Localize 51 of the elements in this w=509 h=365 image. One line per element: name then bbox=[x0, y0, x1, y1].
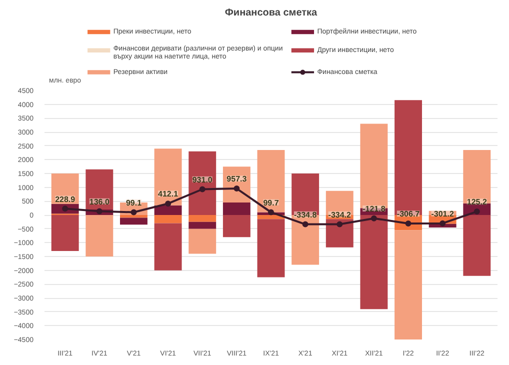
bar bbox=[120, 215, 148, 218]
point bbox=[370, 215, 377, 222]
data-label: -306.7 bbox=[396, 210, 420, 219]
bar bbox=[257, 219, 285, 278]
bar bbox=[86, 169, 114, 210]
bar bbox=[394, 100, 422, 215]
point bbox=[130, 209, 137, 216]
bar bbox=[51, 215, 79, 251]
bar bbox=[154, 223, 182, 270]
point bbox=[474, 208, 480, 215]
point bbox=[62, 206, 68, 212]
point bbox=[268, 209, 274, 216]
data-label: 412.1 bbox=[158, 190, 179, 199]
data-label: -334.2 bbox=[328, 210, 352, 220]
bar bbox=[394, 230, 422, 340]
bar bbox=[188, 228, 216, 254]
bar bbox=[360, 215, 388, 310]
data-label: 957.3 bbox=[226, 174, 248, 184]
data-label: 99.1 bbox=[126, 198, 142, 208]
bar bbox=[257, 150, 285, 212]
bar bbox=[222, 202, 250, 215]
bar bbox=[463, 150, 491, 204]
bar bbox=[120, 218, 148, 225]
point bbox=[199, 186, 206, 192]
chart-title: Финансова сметка bbox=[224, 8, 318, 18]
point bbox=[336, 221, 343, 228]
bar bbox=[463, 215, 491, 276]
data-label: 99.7 bbox=[263, 198, 280, 208]
data-label: 136.0 bbox=[89, 197, 110, 206]
bar bbox=[51, 174, 79, 204]
bar bbox=[188, 222, 216, 229]
point bbox=[165, 200, 172, 207]
point bbox=[405, 220, 412, 226]
bar bbox=[154, 148, 182, 206]
data-label: -121.8 bbox=[362, 204, 386, 214]
bar bbox=[154, 215, 182, 224]
point bbox=[440, 220, 446, 226]
data-label: 125.2 bbox=[466, 198, 488, 207]
bar bbox=[154, 205, 182, 215]
bar bbox=[222, 215, 250, 238]
data-label: 931.0 bbox=[192, 175, 213, 184]
point bbox=[234, 186, 240, 192]
data-label: -301.2 bbox=[431, 209, 454, 218]
data-label: 228.9 bbox=[55, 194, 76, 204]
bar bbox=[86, 215, 114, 256]
bar bbox=[188, 215, 216, 222]
bar bbox=[188, 151, 216, 215]
point bbox=[96, 208, 102, 214]
point bbox=[302, 221, 308, 228]
data-label: -334.8 bbox=[294, 210, 318, 220]
bar bbox=[326, 219, 354, 248]
